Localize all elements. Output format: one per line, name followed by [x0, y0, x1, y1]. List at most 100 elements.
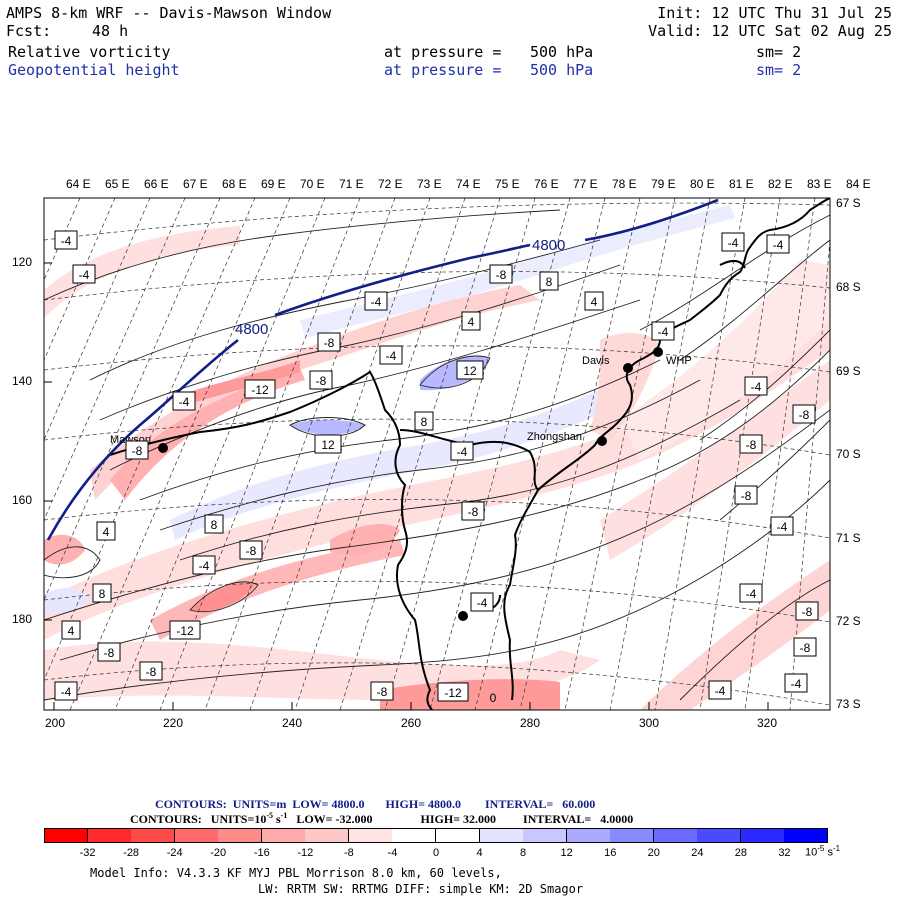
vort-label: -8: [97, 642, 121, 662]
station-label-zhongshan: Zhongshan: [527, 431, 582, 443]
field1-smoothing: sm= 2: [756, 43, 802, 61]
x-axis-label: 320: [757, 716, 778, 730]
colorbar-cell: [348, 828, 393, 843]
colorbar-cell: [436, 828, 481, 843]
lat-label: 70 S: [836, 447, 861, 461]
vort-label: -4: [72, 264, 96, 284]
vort-label: 4: [461, 311, 481, 331]
vort-label: -8: [317, 332, 341, 352]
vort-label: -4: [364, 291, 388, 311]
svg-text:4: 4: [468, 315, 475, 329]
station-marker-davis: [623, 363, 633, 373]
vort-label: 8: [539, 271, 559, 291]
svg-text:-8: -8: [802, 605, 813, 619]
map-panel: 4800 4800 Davis WHP Zhongshan Mawson -4 …: [44, 198, 830, 710]
height-label-4800-b: 4800: [532, 237, 565, 254]
colorbar-tick-label: 8: [520, 847, 527, 859]
svg-text:-4: -4: [477, 596, 488, 610]
x-axis-label: 240: [282, 716, 303, 730]
vort-label: -4: [651, 321, 675, 341]
vort-label: -4: [708, 680, 732, 700]
model-info-line2: LW: RRTM SW: RRTMG DIFF: simple KM: 2D S…: [258, 882, 584, 896]
svg-text:-8: -8: [104, 646, 115, 660]
station-label-davis: Davis: [582, 355, 610, 367]
x-axis-label: 260: [401, 716, 422, 730]
svg-text:8: 8: [211, 518, 218, 532]
forecast-label: Fcst:: [6, 22, 52, 40]
vort-label: 12: [456, 360, 484, 380]
station-label-whp: WHP: [666, 355, 692, 367]
init-time: Init: 12 UTC Thu 31 Jul 25: [657, 4, 892, 22]
vort-label: -4: [470, 592, 494, 612]
colorbar-tick-label: 4: [476, 847, 483, 859]
svg-text:-4: -4: [79, 268, 90, 282]
vort-label: -4: [784, 673, 808, 693]
colorbar-cell: [479, 828, 524, 843]
field2-smoothing: sm= 2: [756, 61, 802, 79]
vort-label: -8: [125, 440, 149, 460]
lat-label: 72 S: [836, 614, 861, 628]
vort-label: 8: [204, 514, 224, 534]
svg-text:8: 8: [421, 415, 428, 429]
height-label-4800-a: 4800: [235, 321, 268, 338]
station-marker-zhongshan: [597, 436, 607, 446]
colorbar-tick-label: 24: [691, 847, 704, 859]
height-contour-4800: [46, 198, 719, 541]
vort-label: -12: [169, 620, 201, 640]
colorbar-cell: [740, 828, 785, 843]
svg-text:-8: -8: [746, 438, 757, 452]
vort-label: -4: [172, 391, 196, 411]
svg-text:-8: -8: [741, 489, 752, 503]
vort-label: -12: [437, 682, 469, 702]
field1-name: Relative vorticity: [8, 43, 171, 61]
colorbar-cell: [261, 828, 306, 843]
lon-label: 82 E: [768, 177, 793, 191]
vort-label: -8: [792, 404, 816, 424]
contours-info-vorticity: CONTOURS: UNITS=10-5 s-1 LOW= -32.000 HI…: [130, 811, 634, 826]
vort-label: 4: [96, 521, 116, 541]
vorticity-contours: [44, 209, 830, 701]
colorbar-cell: [566, 828, 611, 843]
svg-text:-4: -4: [457, 445, 468, 459]
vort-label: -4: [192, 555, 216, 575]
svg-text:-4: -4: [777, 520, 788, 534]
lat-label: 71 S: [836, 531, 861, 545]
vort-label: 8: [414, 411, 434, 431]
colorbar-frame: [44, 828, 828, 843]
x-axis-label: 280: [520, 716, 541, 730]
colorbar-cell: [87, 828, 132, 843]
lon-label: 72 E: [378, 177, 403, 191]
vort-label: -8: [795, 601, 819, 621]
map-frame: [43, 197, 831, 711]
lon-label: 65 E: [105, 177, 130, 191]
field1-pressure-label: at pressure =: [384, 43, 502, 61]
colorbar-cell: [523, 828, 568, 843]
vort-label: -4: [744, 376, 768, 396]
lon-label: 79 E: [651, 177, 676, 191]
station-marker-mawson: [158, 443, 168, 453]
y-axis-label: 180: [12, 612, 33, 626]
svg-text:-8: -8: [324, 336, 335, 350]
lon-label: 77 E: [573, 177, 598, 191]
colorbar-tick-label: 20: [647, 847, 660, 859]
colorbar-tick-label: 32: [778, 847, 791, 859]
svg-text:-4: -4: [199, 559, 210, 573]
colorbar-cell: [697, 828, 742, 843]
svg-text:8: 8: [546, 275, 553, 289]
svg-text:-8: -8: [800, 641, 811, 655]
svg-text:-8: -8: [146, 665, 157, 679]
colorbar-cell: [653, 828, 698, 843]
vort-label: 8: [92, 583, 112, 603]
lon-label: 67 E: [183, 177, 208, 191]
svg-text:-4: -4: [371, 295, 382, 309]
lon-label: 76 E: [534, 177, 559, 191]
model-info-line1: Model Info: V4.3.3 KF MYJ PBL Morrison 8…: [90, 866, 502, 880]
svg-text:4: 4: [591, 295, 598, 309]
lon-label: 71 E: [339, 177, 364, 191]
lat-label: 68 S: [836, 280, 861, 294]
vort-label: -8: [239, 540, 263, 560]
svg-text:12: 12: [321, 438, 335, 452]
vort-label: -4: [54, 230, 78, 250]
svg-text:-4: -4: [179, 395, 190, 409]
colorbar-cell: [218, 828, 263, 843]
